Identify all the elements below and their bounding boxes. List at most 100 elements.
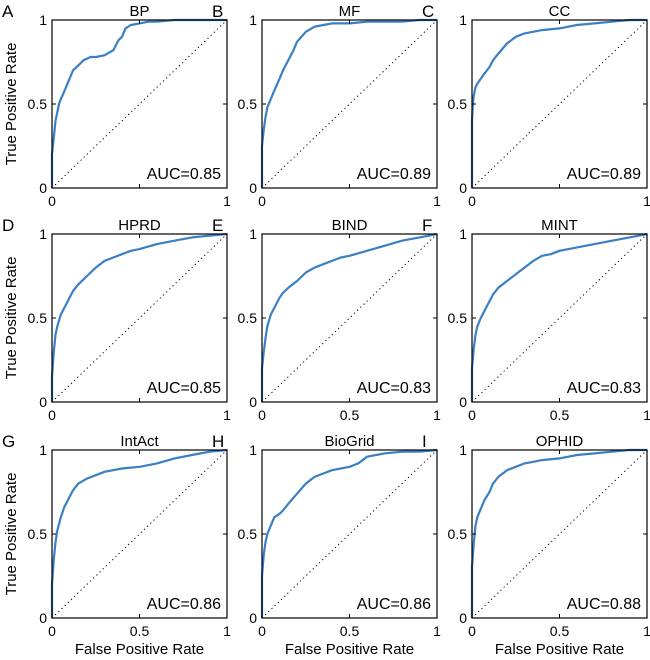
y-tick-label: 0: [459, 610, 467, 626]
chance-diagonal: [471, 19, 648, 189]
roc-curve: [50, 18, 227, 188]
roc-panel-f: 0 0.5 1 0 0.5 1 MINT F AUC=0.83: [422, 216, 650, 423]
chance-diagonal: [51, 233, 228, 403]
y-tick-label: 0: [249, 394, 257, 410]
panel-letter: A: [2, 2, 14, 21]
x-tick-label: 1: [433, 623, 441, 639]
chance-diagonal: [51, 19, 228, 189]
y-tick-label: 0: [39, 610, 47, 626]
roc-curve: [470, 18, 647, 188]
roc-curve: [260, 18, 437, 188]
x-tick-label: 0.5: [130, 623, 150, 639]
panel-letter: G: [2, 432, 15, 451]
y-tick-label: 1: [39, 442, 47, 458]
x-tick-label: 0.5: [340, 623, 360, 639]
x-axis-title: False Positive Rate: [75, 641, 204, 658]
y-tick-label: 0.5: [28, 526, 48, 542]
roc-panel-d: 0 1 0 0.5 1 HPRD D AUC=0.85: [2, 216, 231, 423]
panel-letter: B: [212, 2, 223, 21]
auc-label: AUC=0.88: [567, 596, 641, 613]
x-tick-label: 0.5: [550, 407, 570, 423]
roc-curve: [50, 232, 228, 402]
y-tick-label: 0: [39, 180, 47, 196]
roc-panel-a: 0 1 0 0.5 1 BP A AUC=0.85: [2, 2, 231, 209]
roc-curve: [470, 232, 648, 402]
x-axis-title: False Positive Rate: [285, 641, 414, 658]
x-tick-label: 1: [433, 193, 441, 209]
y-tick-label: 1: [249, 442, 257, 458]
panel-title: MF: [339, 3, 361, 20]
roc-panel-b: 0 1 0 0.5 1 MF B AUC=0.89: [212, 2, 441, 209]
x-tick-label: 0: [48, 623, 56, 639]
roc-panel-e: 0 0.5 1 0 0.5 1 BIND E AUC=0.83: [212, 216, 441, 423]
y-tick-label: 0.5: [238, 310, 258, 326]
chance-diagonal: [261, 233, 438, 403]
roc-curve: [470, 448, 647, 618]
auc-label: AUC=0.89: [357, 166, 431, 183]
y-tick-label: 1: [39, 12, 47, 28]
auc-label: AUC=0.83: [567, 380, 641, 397]
x-tick-label: 0.5: [340, 407, 360, 423]
panel-letter: D: [2, 216, 14, 235]
chance-diagonal: [471, 449, 648, 619]
panel-letter: C: [422, 2, 434, 21]
panel-title: BioGrid: [324, 433, 374, 450]
panel-letter: H: [212, 432, 224, 451]
y-tick-label: 1: [249, 226, 257, 242]
x-tick-label: 1: [643, 407, 650, 423]
x-tick-label: 1: [643, 623, 650, 639]
y-tick-label: 0: [249, 610, 257, 626]
auc-label: AUC=0.89: [567, 166, 641, 183]
y-tick-label: 0: [459, 180, 467, 196]
chance-diagonal: [261, 19, 438, 189]
roc-curve: [50, 448, 228, 618]
roc-panel-i: 0 0.5 1 0 0.5 1 OPHID I AUC=0.88: [422, 432, 650, 639]
auc-label: AUC=0.85: [147, 380, 221, 397]
x-tick-label: 0: [258, 193, 266, 209]
x-tick-label: 0: [48, 407, 56, 423]
roc-panel-h: 0 0.5 1 0 0.5 1 BioGrid H AUC=0.86: [212, 432, 441, 639]
panel-title: MINT: [541, 217, 578, 234]
roc-panel-g: 0 0.5 1 0 0.5 1 IntAct G AUC=0.86: [2, 432, 231, 639]
roc-curve: [260, 232, 438, 402]
auc-label: AUC=0.86: [357, 596, 431, 613]
y-tick-label: 0: [459, 394, 467, 410]
y-tick-label: 0.5: [448, 310, 468, 326]
panel-title: BP: [129, 3, 149, 20]
y-tick-label: 0: [39, 394, 47, 410]
auc-label: AUC=0.85: [147, 166, 221, 183]
panel-letter: E: [212, 216, 223, 235]
x-tick-label: 0: [258, 623, 266, 639]
x-tick-label: 0: [258, 407, 266, 423]
chance-diagonal: [51, 449, 228, 619]
panel-title: BIND: [332, 217, 368, 234]
y-tick-label: 0.5: [448, 526, 468, 542]
y-tick-label: 1: [39, 226, 47, 242]
panel-title: OPHID: [536, 433, 584, 450]
x-tick-label: 1: [223, 623, 231, 639]
y-tick-label: 0.5: [238, 96, 258, 112]
x-tick-label: 1: [223, 193, 231, 209]
x-tick-label: 1: [433, 407, 441, 423]
y-tick-label: 1: [459, 226, 467, 242]
x-axis-title: False Positive Rate: [495, 641, 624, 658]
panel-letter: I: [422, 432, 427, 451]
panel-letter: F: [422, 216, 432, 235]
roc-curve: [260, 448, 438, 618]
panel-title: CC: [549, 3, 571, 20]
y-tick-label: 1: [249, 12, 257, 28]
y-tick-label: 0.5: [28, 96, 48, 112]
chance-diagonal: [471, 233, 648, 403]
auc-label: AUC=0.86: [147, 596, 221, 613]
y-tick-label: 0.5: [28, 310, 48, 326]
x-tick-label: 0: [468, 193, 476, 209]
x-tick-label: 1: [223, 407, 231, 423]
x-tick-label: 0: [48, 193, 56, 209]
y-axis-title: True Positive Rate: [3, 257, 20, 380]
y-axis-title: True Positive Rate: [3, 473, 20, 596]
y-tick-label: 1: [459, 442, 467, 458]
panel-title: IntAct: [120, 433, 159, 450]
y-tick-label: 0: [249, 180, 257, 196]
